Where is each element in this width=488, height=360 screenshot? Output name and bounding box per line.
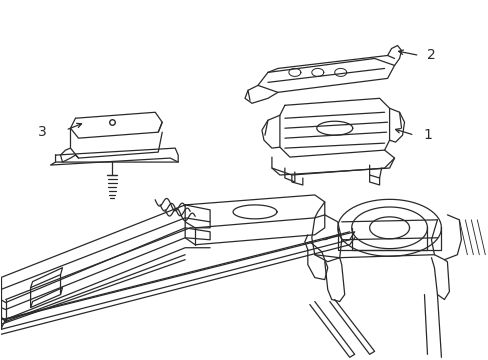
- Text: 1: 1: [422, 128, 431, 142]
- Text: 3: 3: [38, 125, 47, 139]
- Text: 2: 2: [426, 49, 435, 63]
